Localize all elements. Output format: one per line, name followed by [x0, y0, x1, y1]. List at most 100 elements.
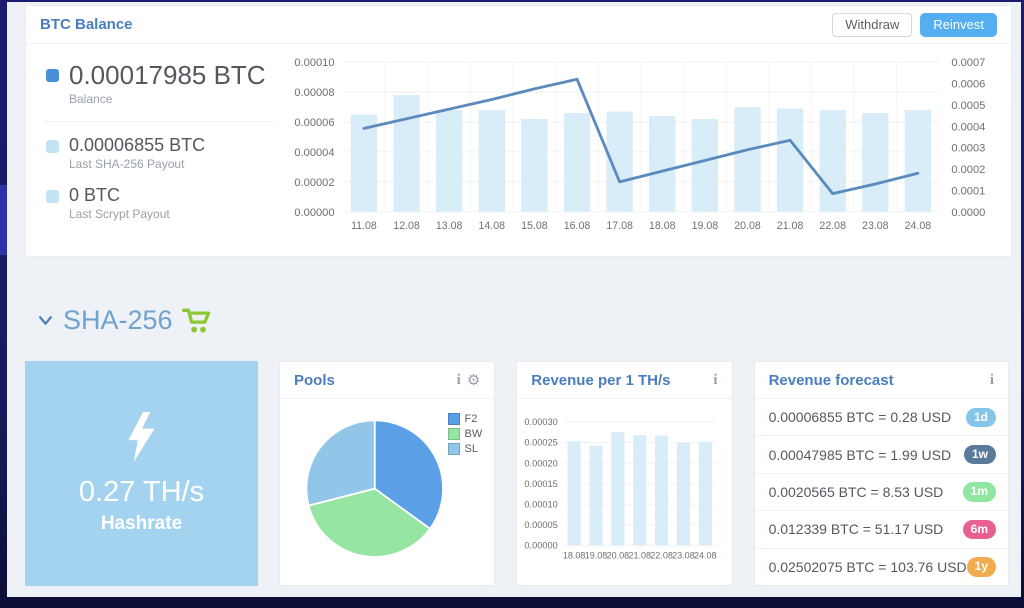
btc-balance-card: BTC Balance Withdraw Reinvest 0.00017985… — [25, 5, 1012, 257]
period-badge: 1m — [962, 482, 996, 502]
balance-history-chart[interactable]: 0.00000 0.00002 0.00004 0.00006 0.00008 0.000… — [284, 50, 1007, 252]
sha256-payout-value: 0.00006855 BTC — [69, 135, 206, 155]
forecast-rows: 0.00006855 BTC = 0.28 USD 1d 0.00047985 … — [754, 399, 1008, 585]
legend-label: SL — [464, 443, 479, 455]
legend-item: SL — [447, 443, 483, 455]
svg-text:13.08: 13.08 — [436, 220, 463, 232]
svg-text:0.00000: 0.00000 — [294, 207, 334, 219]
scrypt-payout-label: Last Scrypt Payout — [69, 207, 170, 221]
svg-text:15.08: 15.08 — [521, 220, 548, 232]
svg-text:0.00015: 0.00015 — [525, 479, 558, 489]
svg-text:0.00006: 0.00006 — [294, 117, 334, 129]
revenue-per-ths-title: Revenue per 1 TH/s — [531, 371, 671, 389]
svg-text:0.0004: 0.0004 — [951, 121, 985, 133]
legend-label: BW — [464, 428, 483, 440]
revenue-forecast-title: Revenue forecast — [768, 371, 894, 389]
sha256-payout-stat: 0.00006855 BTC — [44, 135, 284, 156]
svg-text:21.08: 21.08 — [777, 220, 804, 232]
btc-balance-header: BTC Balance Withdraw Reinvest — [26, 6, 1011, 44]
sha256-payout-bullet-icon — [46, 140, 59, 153]
svg-text:23.08: 23.08 — [862, 220, 889, 232]
svg-text:21.08: 21.08 — [629, 550, 652, 560]
sha256-payout-label: Last SHA-256 Payout — [69, 157, 185, 171]
revenue-per-ths-card: Revenue per 1 TH/s i 0.00000 0.00005 0.000… — [516, 361, 733, 586]
gear-icon[interactable]: ⚙ — [466, 371, 481, 389]
scrypt-payout-bullet-icon — [46, 190, 59, 203]
chevron-down-icon[interactable] — [37, 312, 54, 329]
legend-swatch-icon — [447, 413, 460, 425]
lightning-bolt-icon — [127, 412, 154, 462]
scrypt-payout-value: 0 BTC — [69, 185, 121, 205]
period-badge: 6m — [962, 519, 996, 540]
forecast-text: 0.012339 BTC = 51.17 USD — [768, 521, 944, 538]
svg-text:0.00008: 0.00008 — [294, 87, 334, 99]
forecast-text: 0.00047985 BTC = 1.99 USD — [768, 446, 952, 463]
period-badge: 1d — [965, 407, 996, 427]
balance-stats: 0.00017985 BTC Balance 0.00006855 BTC La… — [26, 44, 284, 256]
svg-text:24.08: 24.08 — [694, 550, 717, 560]
forecast-row: 0.012339 BTC = 51.17 USD 6m — [754, 511, 1008, 549]
svg-text:0.0005: 0.0005 — [951, 100, 985, 112]
btc-balance-title: BTC Balance — [40, 16, 133, 33]
legend-item: F2 — [447, 413, 483, 425]
pools-card: Pools i ⚙ F2 BW SL — [279, 361, 496, 586]
revenue-forecast-card: Revenue forecast i 0.00006855 BTC = 0.28… — [753, 361, 1009, 586]
svg-text:24.08: 24.08 — [905, 220, 932, 232]
revenue-per-ths-chart[interactable]: 0.00000 0.00005 0.00010 0.00015 0.00020 0.000… — [519, 409, 727, 573]
legend-swatch-icon — [447, 428, 460, 440]
svg-text:0.00010: 0.00010 — [294, 57, 334, 69]
svg-text:0.00030: 0.00030 — [525, 417, 558, 427]
shopping-cart-icon[interactable] — [181, 307, 212, 334]
svg-text:17.08: 17.08 — [606, 220, 633, 232]
svg-text:0.0002: 0.0002 — [951, 164, 985, 176]
dashboard-page: BTC Balance Withdraw Reinvest 0.00017985… — [7, 2, 1021, 597]
reinvest-button[interactable]: Reinvest — [920, 12, 997, 37]
svg-text:0.0000: 0.0000 — [951, 207, 985, 219]
svg-text:22.08: 22.08 — [651, 550, 674, 560]
svg-text:0.00010: 0.00010 — [525, 499, 558, 509]
svg-text:11.08: 11.08 — [351, 220, 377, 232]
svg-text:0.0001: 0.0001 — [951, 185, 985, 197]
svg-text:0.00025: 0.00025 — [525, 438, 558, 448]
info-icon[interactable]: i — [713, 371, 718, 388]
svg-text:0.0007: 0.0007 — [951, 57, 985, 69]
scrypt-payout-stat: 0 BTC — [44, 185, 284, 206]
svg-text:0.00002: 0.00002 — [294, 177, 334, 189]
pools-legend: F2 BW SL — [447, 413, 483, 455]
info-icon[interactable]: i — [989, 371, 994, 388]
svg-text:0.00020: 0.00020 — [525, 458, 558, 468]
balance-label: Balance — [69, 92, 113, 106]
svg-text:19.08: 19.08 — [585, 550, 608, 560]
withdraw-button[interactable]: Withdraw — [832, 12, 913, 37]
balance-bullet-icon — [46, 69, 59, 82]
svg-text:0.00000: 0.00000 — [525, 541, 558, 551]
period-badge: 1y — [966, 557, 996, 577]
sha256-section-header: SHA-256 — [37, 305, 212, 336]
legend-label: F2 — [464, 413, 478, 425]
frame-accent-stripe — [0, 185, 7, 255]
pools-pie-chart[interactable] — [286, 407, 488, 565]
forecast-row: 0.02502075 BTC = 103.76 USD 1y — [755, 549, 1008, 585]
svg-text:0.00004: 0.00004 — [294, 147, 334, 159]
stats-divider — [44, 121, 274, 122]
svg-text:18.08: 18.08 — [563, 550, 586, 560]
balance-value: 0.00017985 BTC — [69, 60, 266, 90]
forecast-row: 0.0020565 BTC = 8.53 USD 1m — [754, 474, 1008, 512]
forecast-text: 0.00006855 BTC = 0.28 USD — [768, 409, 952, 426]
svg-text:20.08: 20.08 — [607, 550, 630, 560]
legend-item: BW — [447, 428, 483, 440]
svg-text:16.08: 16.08 — [564, 220, 591, 232]
svg-text:22.08: 22.08 — [819, 220, 846, 232]
svg-text:14.08: 14.08 — [479, 220, 506, 232]
forecast-row: 0.00006855 BTC = 0.28 USD 1d — [754, 399, 1008, 437]
hashrate-value: 0.27 TH/s — [78, 476, 205, 508]
info-icon[interactable]: i — [456, 371, 461, 388]
svg-text:19.08: 19.08 — [692, 220, 719, 232]
forecast-text: 0.02502075 BTC = 103.76 USD — [768, 558, 967, 575]
hashrate-label: Hashrate — [100, 513, 183, 534]
period-badge: 1w — [963, 444, 996, 465]
forecast-row: 0.00047985 BTC = 1.99 USD 1w — [754, 436, 1008, 474]
forecast-text: 0.0020565 BTC = 8.53 USD — [768, 484, 944, 501]
svg-text:12.08: 12.08 — [393, 220, 420, 232]
hashrate-card: 0.27 TH/s Hashrate — [25, 361, 258, 586]
